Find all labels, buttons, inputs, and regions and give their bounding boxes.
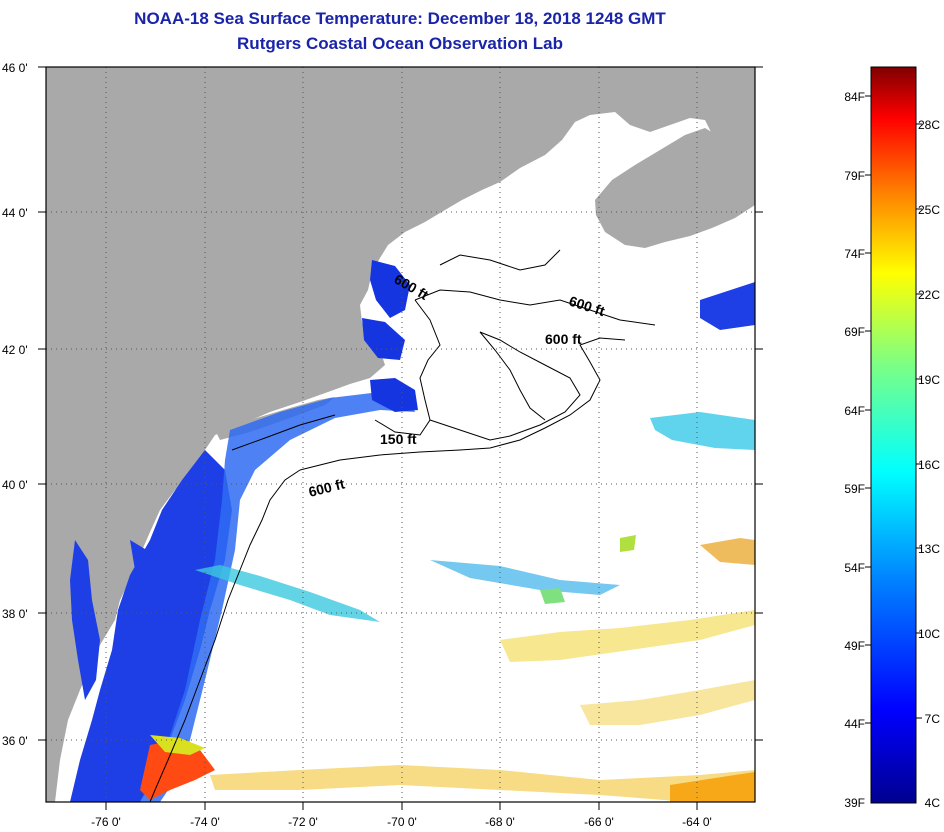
colorbar — [870, 66, 917, 804]
isobath-label: 600 ft — [545, 331, 582, 347]
sst-gulf-stream-hot — [140, 740, 215, 800]
colorbar-c-label: 28C — [918, 118, 940, 132]
colorbar-c-label: 13C — [918, 542, 940, 556]
map-subtitle: Rutgers Coastal Ocean Observation Lab — [237, 34, 563, 53]
lat-label: 42 0' — [2, 343, 28, 357]
isobath-lines — [149, 249, 656, 802]
sst-warm-patches-2 — [580, 680, 755, 725]
colorbar-c-label: 16C — [918, 458, 940, 472]
lon-label: -70 0' — [387, 815, 417, 829]
colorbar-c-label: 4C — [925, 796, 941, 810]
sst-georges-edge — [700, 282, 755, 330]
colorbar-c-label: 25C — [918, 203, 940, 217]
colorbar-f-label: 59F — [844, 482, 865, 496]
lat-label: 40 0' — [2, 478, 28, 492]
colorbar-f-label: 74F — [844, 247, 865, 261]
colorbar-c-label: 10C — [918, 627, 940, 641]
colorbar-f-label: 39F — [844, 796, 865, 810]
sst-patch-green-2 — [620, 535, 636, 552]
colorbar-f-label: 54F — [844, 561, 865, 575]
chesapeake-bay — [70, 540, 100, 700]
colorbar-c-label: 7C — [925, 712, 941, 726]
sst-warm-bottom-right — [670, 772, 755, 802]
sst-cape-cod — [370, 260, 410, 318]
sst-coastal-band — [70, 450, 232, 802]
lat-label: 38 0' — [2, 607, 28, 621]
sst-warm-patches-3 — [700, 538, 755, 565]
lon-label: -64 0' — [682, 815, 712, 829]
colorbar-f-label: 84F — [844, 90, 865, 104]
lat-label: 46 0' — [2, 61, 28, 75]
sst-patch-cyan-1 — [650, 412, 755, 450]
graticule — [46, 67, 755, 802]
colorbar-f-label: 79F — [844, 169, 865, 183]
lon-label: -76 0' — [91, 815, 121, 829]
colorbar-f-label: 49F — [844, 639, 865, 653]
sst-gulf-stream-yellow — [150, 735, 205, 755]
colorbar-f-label: 64F — [844, 404, 865, 418]
lon-label: -68 0' — [485, 815, 515, 829]
colorbar-f-label: 69F — [844, 325, 865, 339]
colorbar-ticks — [865, 95, 922, 724]
sst-warm-patches — [500, 610, 755, 662]
colorbar-f-label: 44F — [844, 717, 865, 731]
axis-ticks — [38, 66, 763, 810]
land-mainland — [46, 67, 755, 802]
map-area — [46, 67, 755, 802]
sst-patch-cyan-2 — [195, 565, 380, 622]
lon-label: -72 0' — [288, 815, 318, 829]
colorbar-c-label: 19C — [918, 373, 940, 387]
sst-nantucket — [370, 378, 418, 412]
lon-label: -74 0' — [190, 815, 220, 829]
lat-label: 36 0' — [2, 734, 28, 748]
sst-warm-band-1 — [210, 765, 755, 802]
map-title: NOAA-18 Sea Surface Temperature: Decembe… — [134, 9, 666, 28]
lat-label: 44 0' — [2, 206, 28, 220]
colorbar-c-label: 22C — [918, 288, 940, 302]
land-nova-scotia — [595, 128, 755, 248]
sst-mass-bay — [362, 318, 405, 360]
sst-patch-green — [540, 588, 565, 604]
sst-patch-cyan-3 — [430, 560, 620, 595]
isobath-label: 150 ft — [380, 431, 417, 447]
map-frame — [45, 66, 756, 803]
lon-label: -66 0' — [584, 815, 614, 829]
